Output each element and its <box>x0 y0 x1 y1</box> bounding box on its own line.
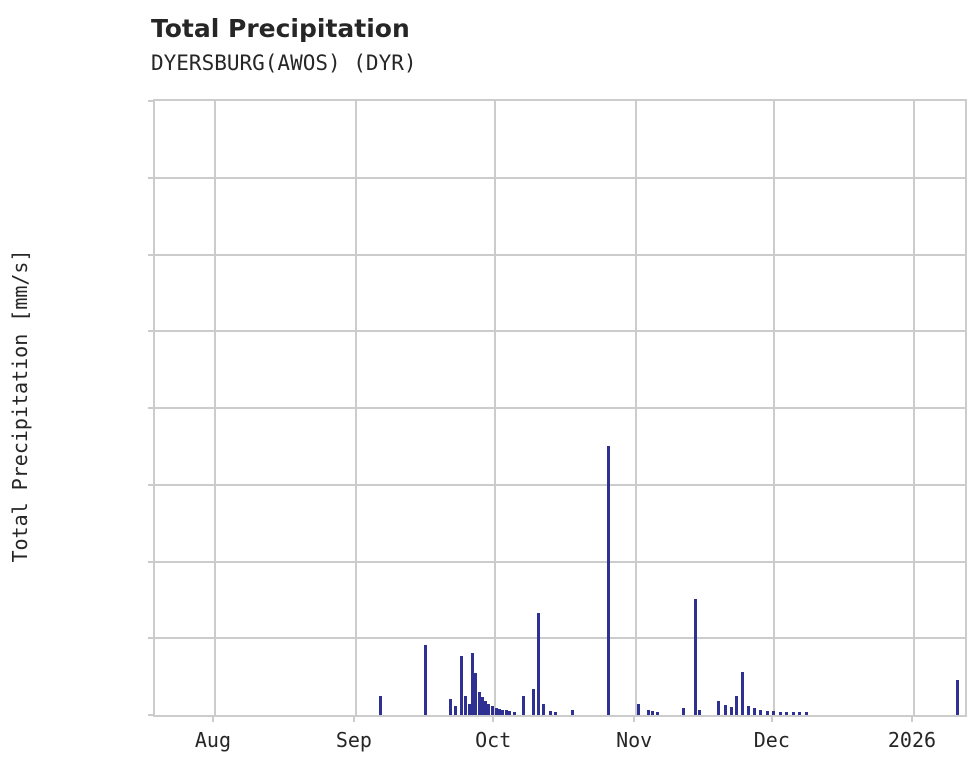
precipitation-series <box>155 101 965 715</box>
y-axis-label: Total Precipitation [mm/s] <box>8 249 32 563</box>
data-bar <box>467 703 471 715</box>
data-bar <box>681 708 685 715</box>
x-tick-label: Nov <box>616 728 653 752</box>
data-bar <box>646 709 650 715</box>
plot-area <box>148 99 967 717</box>
gridline-vertical <box>494 101 497 715</box>
data-bar <box>454 705 457 715</box>
data-bar <box>697 710 701 715</box>
gridline-vertical <box>772 101 775 715</box>
data-bar <box>791 711 795 715</box>
data-bar <box>554 711 558 715</box>
gridline-horizontal <box>155 407 965 409</box>
y-tick-mark <box>148 253 155 256</box>
data-bar <box>956 680 960 715</box>
x-tick-mark <box>633 715 636 722</box>
data-bar <box>531 688 535 715</box>
gridline-vertical <box>213 101 216 715</box>
x-tick-mark <box>910 715 913 722</box>
data-bar <box>740 672 744 715</box>
data-bar <box>730 707 734 715</box>
data-bar <box>607 445 611 715</box>
x-tick-mark <box>352 715 355 722</box>
y-tick-mark <box>148 637 155 640</box>
gridline-horizontal <box>155 560 965 563</box>
x-tick-label: 2026 <box>887 728 937 752</box>
gridline-horizontal <box>155 483 965 486</box>
y-tick-mark <box>148 330 155 333</box>
data-bar <box>772 711 776 715</box>
gridline-vertical <box>912 101 915 715</box>
gridline-horizontal <box>155 637 965 640</box>
y-tick-mark <box>148 407 155 409</box>
chart-title: Total Precipitation <box>151 14 410 43</box>
y-tick-mark <box>148 100 155 102</box>
data-bar <box>778 711 782 715</box>
x-tick-mark <box>770 715 773 722</box>
x-tick-mark <box>492 715 495 722</box>
data-bar <box>491 705 495 715</box>
data-bar <box>637 703 641 715</box>
data-bar <box>513 711 517 715</box>
data-bar <box>463 695 467 715</box>
data-bar <box>537 612 541 715</box>
data-bar <box>570 710 574 715</box>
data-bar <box>548 711 552 715</box>
y-tick-mark <box>148 483 155 486</box>
data-bar <box>693 599 697 715</box>
gridline-horizontal <box>155 330 965 333</box>
x-tick-label: Dec <box>753 728 790 752</box>
data-bar <box>500 709 504 715</box>
data-bar <box>459 655 463 715</box>
data-bar <box>480 697 484 715</box>
data-bar <box>471 652 475 715</box>
chart-subtitle: DYERSBURG(AWOS) (DYR) <box>151 51 417 75</box>
data-bar <box>785 711 789 715</box>
data-bar <box>508 711 512 715</box>
data-bar <box>449 698 453 715</box>
data-bar <box>752 708 756 715</box>
data-bar <box>424 645 428 715</box>
data-bar <box>735 695 739 715</box>
data-bar <box>747 705 751 715</box>
data-bar <box>522 695 526 715</box>
data-bar <box>717 701 721 715</box>
y-tick-mark <box>148 176 155 179</box>
x-tick-label: Oct <box>475 728 512 752</box>
gridline-horizontal <box>155 176 965 179</box>
data-bar <box>650 711 654 715</box>
data-bar <box>494 708 498 715</box>
y-tick-mark <box>148 714 155 716</box>
data-bar <box>483 701 487 715</box>
x-tick-label: Aug <box>194 728 231 752</box>
data-bar <box>379 695 383 715</box>
gridline-vertical <box>354 101 357 715</box>
data-bar <box>798 711 802 715</box>
data-bar <box>723 705 727 715</box>
data-bar <box>765 711 769 715</box>
data-bar <box>505 710 509 715</box>
gridline-vertical <box>635 101 638 715</box>
y-tick-mark <box>148 560 155 563</box>
data-bar <box>759 709 763 715</box>
data-bar <box>655 711 659 715</box>
data-bar <box>487 703 491 715</box>
data-bar <box>804 711 808 715</box>
data-bar <box>474 672 478 715</box>
data-bar <box>497 708 501 715</box>
data-bar <box>477 691 481 715</box>
data-bar <box>542 703 546 715</box>
x-tick-label: Sep <box>335 728 372 752</box>
x-tick-mark <box>211 715 214 722</box>
gridline-horizontal <box>155 253 965 256</box>
